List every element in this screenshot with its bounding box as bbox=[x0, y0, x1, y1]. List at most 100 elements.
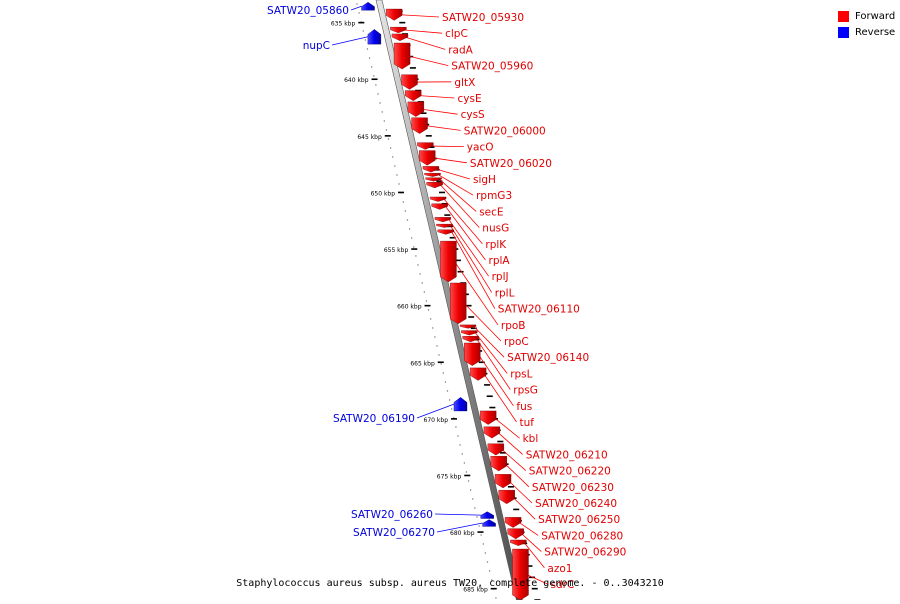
gene-label-fus[interactable]: fus bbox=[516, 401, 532, 413]
gene-label-satw20_06260[interactable]: SATW20_06260 bbox=[351, 509, 433, 521]
axis-dot bbox=[396, 174, 397, 175]
forward-gene-rpsg[interactable] bbox=[463, 336, 479, 342]
gene-label-sigh[interactable]: sigH bbox=[473, 174, 496, 186]
leader-line bbox=[404, 30, 442, 33]
forward-gene-nusg[interactable] bbox=[427, 182, 443, 188]
axis-dot bbox=[407, 219, 408, 220]
legend-reverse-label: Reverse bbox=[855, 27, 895, 38]
gene-label-rpob[interactable]: rpoB bbox=[501, 320, 526, 332]
forward-gene-rpla[interactable] bbox=[432, 204, 448, 210]
axis-dot bbox=[445, 381, 446, 382]
forward-gene-sdrc[interactable] bbox=[512, 549, 528, 600]
forward-gene-cyss[interactable] bbox=[408, 102, 424, 117]
forward-gene-labels: SATW20_05930 clpC radA SATW20_05960 gltX cysE… bbox=[442, 12, 626, 591]
gene-label-satw20_06240[interactable]: SATW20_06240 bbox=[535, 498, 617, 510]
gene-label-satw20_06220[interactable]: SATW20_06220 bbox=[529, 466, 611, 478]
forward-gene-rpmg3[interactable] bbox=[425, 173, 441, 176]
axis-dot bbox=[422, 282, 423, 283]
gene-label-satw20_06020[interactable]: SATW20_06020 bbox=[470, 158, 552, 170]
reverse-gene-satw20_05860[interactable] bbox=[362, 2, 375, 10]
forward-gene-satw20_05930[interactable] bbox=[386, 9, 402, 20]
axis-dot bbox=[438, 354, 439, 355]
forward-gene-satw20_06290[interactable] bbox=[508, 529, 524, 539]
forward-gene-rplk[interactable] bbox=[430, 197, 446, 202]
gene-label-satw20_06210[interactable]: SATW20_06210 bbox=[526, 449, 608, 461]
forward-gene-fus[interactable] bbox=[464, 343, 480, 366]
gene-label-satw20_05930[interactable]: SATW20_05930 bbox=[442, 12, 524, 24]
reverse-gene-satw20_06260[interactable] bbox=[481, 512, 494, 519]
forward-gene-cyse[interactable] bbox=[405, 91, 421, 101]
forward-gene-satw20_06020[interactable] bbox=[419, 151, 435, 166]
gene-label-nusg[interactable]: nusG bbox=[482, 223, 509, 235]
axis-tick-label: 640 kbp bbox=[344, 77, 369, 84]
gene-label-satw20_05860[interactable]: SATW20_05860 bbox=[267, 5, 349, 17]
reverse-gene-nupc[interactable] bbox=[368, 29, 381, 44]
axis-dot bbox=[394, 165, 395, 166]
gene-label-satw20_06230[interactable]: SATW20_06230 bbox=[532, 482, 614, 494]
forward-gene-rplj[interactable] bbox=[435, 217, 451, 222]
forward-gene-gltx[interactable] bbox=[401, 75, 417, 90]
gene-label-cyse[interactable]: cysE bbox=[458, 93, 482, 105]
forward-gene-satw20_06230[interactable] bbox=[491, 456, 507, 471]
axis-dot bbox=[363, 30, 364, 31]
axis-dot bbox=[485, 552, 486, 553]
axis-dot bbox=[373, 75, 374, 76]
gene-label-kbl[interactable]: kbl bbox=[523, 433, 539, 445]
forward-gene-satw20_06000[interactable] bbox=[412, 118, 428, 134]
gene-label-satw20_06110[interactable]: SATW20_06110 bbox=[498, 304, 580, 316]
gene-label-rpmg3[interactable]: rpmG3 bbox=[476, 190, 512, 202]
forward-gene-satw20_06210[interactable] bbox=[484, 427, 500, 438]
forward-gene-clpc[interactable] bbox=[390, 27, 406, 33]
gene-label-satw20_05960[interactable]: SATW20_05960 bbox=[451, 61, 533, 73]
gene-label-rpla[interactable]: rplA bbox=[489, 255, 511, 267]
gene-label-rada[interactable]: radA bbox=[448, 44, 473, 56]
reverse-gene-satw20_06190[interactable] bbox=[454, 397, 467, 411]
gene-label-clpc[interactable]: clpC bbox=[445, 28, 468, 40]
axis-tick-label: 650 kbp bbox=[371, 190, 396, 197]
gene-label-sece[interactable]: secE bbox=[479, 206, 503, 218]
gene-label-satw20_06140[interactable]: SATW20_06140 bbox=[507, 352, 589, 364]
gene-label-nupc[interactable]: nupC bbox=[303, 40, 330, 52]
forward-gene-rada[interactable] bbox=[392, 34, 408, 41]
gene-label-rpoc[interactable]: rpoC bbox=[504, 336, 529, 348]
forward-gene-satw20_05960[interactable] bbox=[394, 43, 410, 69]
forward-gene-satw20_06280[interactable] bbox=[505, 517, 521, 527]
gene-label-satw20_06250[interactable]: SATW20_06250 bbox=[538, 514, 620, 526]
axis-dot bbox=[476, 516, 477, 517]
gene-label-azo1[interactable]: azo1 bbox=[547, 563, 572, 575]
gene-label-rpll[interactable]: rplL bbox=[495, 287, 515, 299]
axis-dot bbox=[356, 3, 357, 4]
gene-label-satw20_06270[interactable]: SATW20_06270 bbox=[353, 527, 435, 539]
reverse-gene-satw20_06270[interactable] bbox=[483, 520, 496, 527]
gene-label-rplj[interactable]: rplJ bbox=[492, 271, 509, 283]
forward-gene-tuf[interactable] bbox=[470, 368, 486, 380]
gene-label-tuf[interactable]: tuf bbox=[520, 417, 535, 429]
gene-label-yaco[interactable]: yacO bbox=[467, 142, 494, 154]
forward-gene-rpob[interactable] bbox=[440, 241, 456, 282]
axis-dot bbox=[436, 345, 437, 346]
forward-gene-satw20_06250[interactable] bbox=[499, 490, 515, 504]
forward-gene-sigh[interactable] bbox=[423, 166, 439, 172]
gene-label-cyss[interactable]: cysS bbox=[461, 109, 485, 121]
axis-dot bbox=[369, 57, 370, 58]
forward-gene-azo1[interactable] bbox=[510, 540, 526, 546]
axis-dot bbox=[495, 597, 496, 598]
gene-label-rpsg[interactable]: rpsG bbox=[513, 385, 538, 397]
gene-label-satw20_06190[interactable]: SATW20_06190 bbox=[333, 413, 415, 425]
axis-dot bbox=[455, 426, 456, 427]
forward-gene-rpoc[interactable] bbox=[450, 283, 466, 324]
gene-label-satw20_06280[interactable]: SATW20_06280 bbox=[541, 530, 623, 542]
gene-label-satw20_06000[interactable]: SATW20_06000 bbox=[464, 125, 546, 137]
forward-gene-satw20_06110[interactable] bbox=[438, 230, 454, 235]
leader-line bbox=[400, 15, 439, 17]
axis-dot bbox=[440, 363, 441, 364]
forward-gene-rpsl[interactable] bbox=[461, 331, 477, 336]
gene-label-rpsl[interactable]: rpsL bbox=[510, 368, 532, 380]
forward-gene-kbl[interactable] bbox=[480, 411, 496, 425]
gene-label-rplk[interactable]: rplK bbox=[485, 239, 507, 251]
forward-gene-satw20_06240[interactable] bbox=[495, 474, 511, 488]
axis-dot bbox=[474, 507, 475, 508]
gene-label-gltx[interactable]: gltX bbox=[454, 77, 475, 89]
forward-gene-yaco[interactable] bbox=[417, 143, 433, 150]
gene-label-satw20_06290[interactable]: SATW20_06290 bbox=[544, 547, 626, 559]
